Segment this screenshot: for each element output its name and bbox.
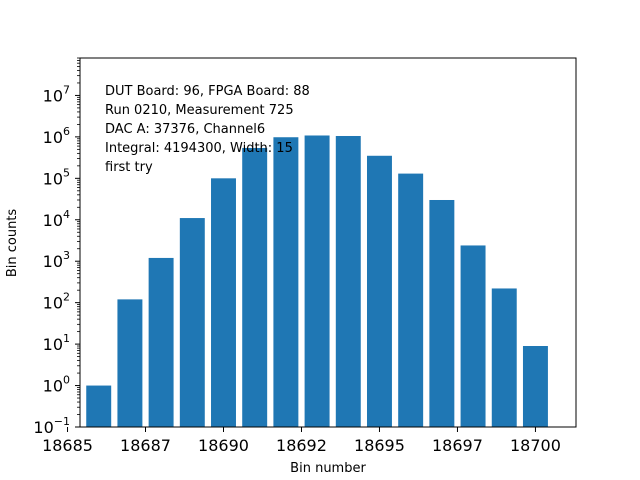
- bar-18700: [522, 346, 548, 427]
- annotation-line: Integral: 4194300, Width: 15: [105, 141, 293, 156]
- x-tick-label: 18697: [432, 436, 483, 455]
- annotation-line: Run 0210, Measurement 725: [105, 103, 294, 118]
- x-axis-ticks: 18685 18687 18690 18692 18695 18697 18700: [42, 427, 561, 455]
- bar-18697: [429, 199, 455, 427]
- bar-18694: [335, 135, 361, 427]
- y-axis-label: Bin counts: [5, 209, 20, 278]
- bar-18699: [491, 288, 517, 427]
- bar-18692: [273, 137, 299, 427]
- bar-18689: [179, 218, 205, 427]
- y-tick-label: 107: [43, 83, 70, 105]
- y-tick-label: 103: [43, 249, 70, 271]
- bar-18687: [117, 299, 143, 427]
- bar-18688: [148, 257, 174, 427]
- annotation-line: DAC A: 37376, Channel6: [105, 122, 265, 137]
- x-tick-label: 18687: [120, 436, 171, 455]
- y-tick-label: 106: [43, 125, 70, 147]
- y-tick-label: 10−1: [33, 415, 70, 437]
- bar-18696: [398, 173, 424, 427]
- annotation-line: DUT Board: 96, FPGA Board: 88: [105, 84, 310, 99]
- bar-18693: [304, 135, 330, 427]
- y-tick-label: 102: [43, 291, 70, 313]
- x-tick-label: 18685: [42, 436, 93, 455]
- y-axis-ticks: 10−1 100 101 102 103 104 105 106 107: [33, 83, 80, 437]
- y-tick-label: 101: [43, 332, 70, 354]
- x-axis-label: Bin number: [290, 461, 366, 476]
- annotation-block: DUT Board: 96, FPGA Board: 88 Run 0210, M…: [105, 84, 310, 175]
- bar-18691: [242, 147, 268, 428]
- y-tick-label: 100: [43, 374, 70, 396]
- bar-18695: [366, 155, 392, 427]
- bars-group: [86, 135, 548, 428]
- y-tick-label: 105: [43, 166, 70, 188]
- annotation-line: first try: [105, 160, 153, 175]
- bar-18698: [460, 245, 486, 427]
- bar-18690: [211, 178, 236, 427]
- plot-frame: [79, 57, 577, 428]
- x-tick-label: 18692: [276, 436, 327, 455]
- x-tick-label: 18700: [510, 436, 561, 455]
- y-tick-label: 104: [43, 208, 70, 230]
- bar-18686: [86, 385, 112, 427]
- x-tick-label: 18690: [198, 436, 249, 455]
- x-tick-label: 18695: [354, 436, 405, 455]
